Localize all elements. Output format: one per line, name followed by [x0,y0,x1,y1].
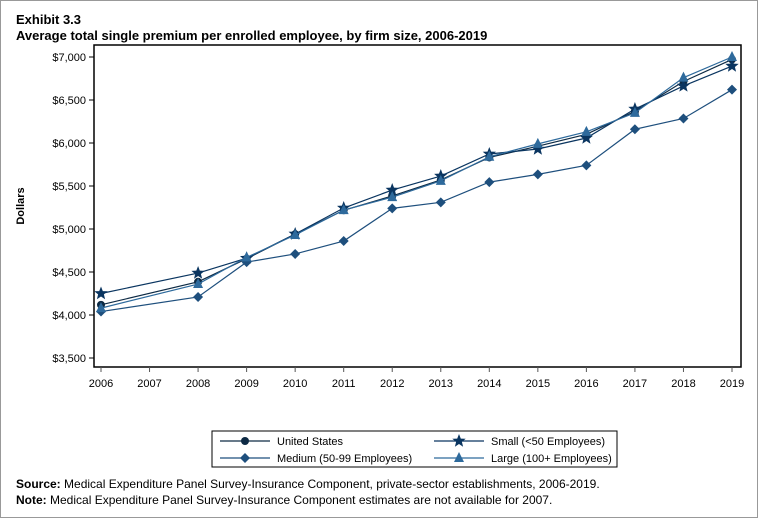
data-point [629,106,640,117]
series-2 [100,89,733,313]
plot-area [93,44,742,368]
x-tick-label: 2019 [720,378,744,390]
y-tick-label: $5,000 [52,224,86,236]
y-tick-label: $5,500 [52,181,86,193]
legend-marker [454,452,464,462]
x-tick-label: 2008 [186,378,210,390]
legend-label: United States [277,436,344,448]
y-tick-label: $6,000 [52,138,86,150]
legend-box [211,430,618,468]
data-point [387,191,398,202]
series-line [100,65,733,295]
legend-label: Medium (50-99 Employees) [277,453,412,465]
data-point [532,169,543,180]
series-0 [100,58,733,306]
data-point [338,236,349,247]
series-line [100,58,733,306]
data-point [727,51,737,61]
x-tick-label: 2016 [574,378,598,390]
y-tick-label: $4,000 [52,310,86,322]
data-point [484,150,495,161]
series-line [100,89,733,313]
data-point [191,266,205,279]
y-tick-label: $7,000 [52,52,86,64]
y-tick-label: $3,500 [52,353,86,365]
data-point [629,124,640,135]
data-point [531,142,545,155]
x-tick-label: 2018 [671,378,695,390]
data-point [532,137,543,148]
data-point [193,291,204,302]
data-point [579,131,593,144]
source-note: Source: Medical Expenditure Panel Survey… [16,477,600,491]
data-point [484,177,495,188]
data-point [94,286,108,300]
data-point [725,59,739,72]
note: Note: Medical Expenditure Panel Survey-I… [16,493,553,507]
data-point [676,79,691,92]
data-point [678,71,689,82]
series-1 [100,65,733,295]
y-tick-label: $6,500 [52,95,86,107]
data-point [385,183,399,196]
x-tick-label: 2012 [380,378,404,390]
data-point [290,248,301,259]
x-tick-label: 2006 [89,378,113,390]
data-point [193,278,204,289]
x-tick-label: 2009 [234,378,258,390]
x-tick-label: 2007 [137,378,161,390]
x-tick-label: 2017 [623,378,647,390]
chart-title: Average total single premium per enrolle… [16,28,488,43]
x-tick-label: 2010 [283,378,307,390]
legend-label: Small (<50 Employees) [491,436,605,448]
data-point [96,302,106,313]
data-point [435,197,446,208]
x-tick-label: 2013 [429,378,453,390]
data-point [387,203,398,214]
x-tick-label: 2015 [526,378,550,390]
data-point [581,125,592,136]
data-point [727,84,737,95]
data-point [241,251,252,262]
y-axis-label: Dollars [15,187,27,224]
data-point [435,174,446,185]
x-tick-label: 2011 [332,378,356,390]
data-point [581,160,592,171]
legend-marker [452,434,466,447]
data-point [338,204,349,215]
legend-marker [240,453,250,463]
exhibit-label: Exhibit 3.3 [16,12,82,27]
data-point [290,229,301,240]
y-tick-label: $4,500 [52,267,86,279]
data-point [678,113,689,124]
legend-label: Large (100+ Employees) [491,453,612,465]
legend-marker [241,437,249,445]
x-tick-label: 2014 [477,378,501,390]
